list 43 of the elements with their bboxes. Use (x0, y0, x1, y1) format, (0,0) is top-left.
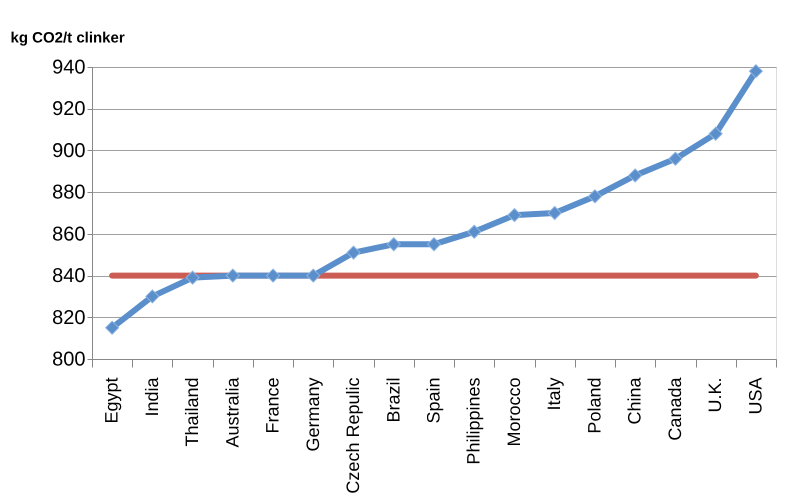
x-tick-label: Morocco (504, 378, 524, 447)
point (467, 224, 482, 239)
point (548, 206, 562, 220)
x-tick-label: France (262, 378, 283, 434)
x-tick-label: Italy (544, 378, 564, 411)
y-tick-label: 940 (52, 56, 86, 78)
x-tick-label: Thailand (182, 378, 202, 447)
x-tick-label: India (142, 376, 162, 417)
y-tick-label: 820 (52, 306, 86, 329)
point (145, 289, 160, 304)
x-tick-label: China (624, 376, 645, 425)
x-tick-label: Canada (664, 376, 685, 441)
x-tick-label: Brazil (383, 378, 404, 423)
point (105, 320, 120, 335)
x-tick-label: Philippines (464, 378, 484, 465)
x-tick-label: Australia (222, 376, 242, 448)
x-tick-label: USA (745, 378, 766, 415)
y-axis-title: kg CO2/t clinker (10, 30, 125, 46)
x-tick-label: Spain (424, 378, 444, 424)
point (266, 268, 280, 283)
point (426, 237, 442, 252)
point (628, 168, 642, 182)
y-tick-label: 920 (52, 98, 86, 120)
point (588, 189, 602, 204)
x-tick-label: Czech Repulic (343, 378, 364, 494)
x-tick-label: Egypt (102, 378, 122, 424)
point (668, 152, 682, 166)
y-tick-label: 840 (52, 265, 86, 288)
x-tick-label: U.K. (705, 378, 726, 413)
y-tick-label: 880 (52, 182, 86, 204)
point (708, 126, 723, 141)
x-tick-label: Poland (584, 378, 604, 434)
point (306, 268, 320, 283)
y-tick-label: 900 (52, 140, 86, 162)
y-tick-label: 800 (52, 348, 86, 370)
y-tick-label: 860 (52, 223, 86, 246)
point (748, 64, 763, 78)
x-tick-label: Germany (302, 378, 323, 452)
point (386, 237, 401, 252)
point (507, 208, 522, 222)
point (226, 268, 240, 283)
point (346, 246, 361, 260)
point (186, 270, 200, 285)
